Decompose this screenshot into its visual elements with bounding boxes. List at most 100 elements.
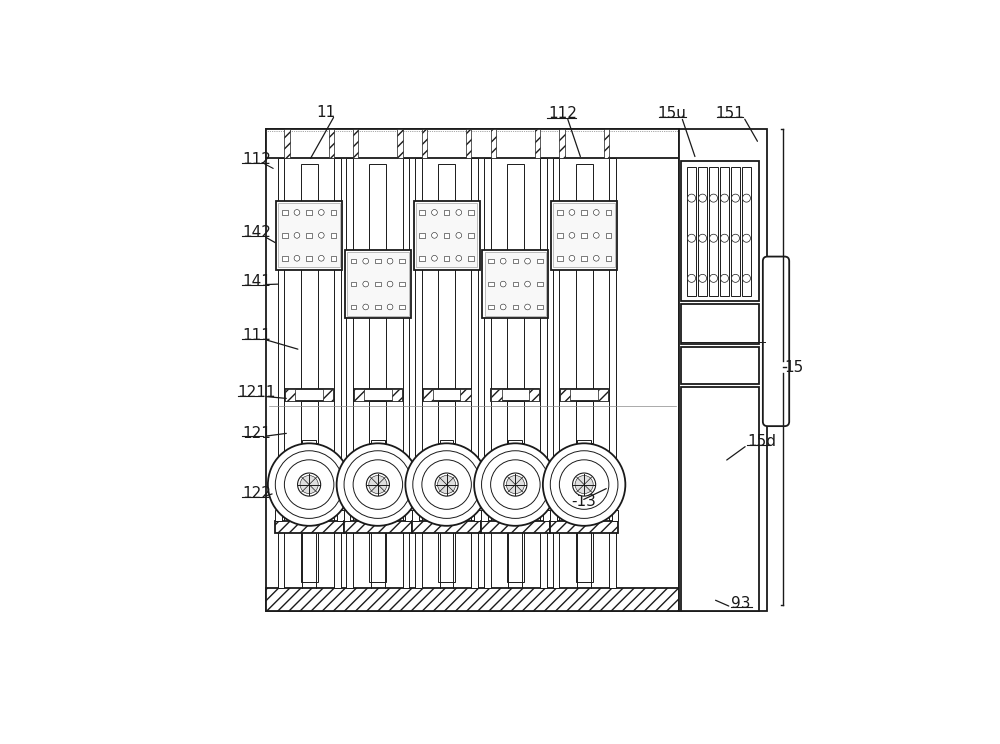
Bar — [314, 510, 321, 521]
Bar — [573, 510, 580, 521]
Bar — [550, 510, 557, 521]
Bar — [337, 510, 344, 521]
Bar — [606, 256, 611, 260]
Circle shape — [474, 443, 557, 526]
Bar — [606, 210, 611, 215]
Circle shape — [363, 258, 369, 264]
Text: 1211: 1211 — [238, 385, 276, 400]
Circle shape — [387, 304, 393, 310]
Bar — [275, 521, 344, 533]
Bar — [491, 389, 539, 402]
Circle shape — [710, 194, 718, 202]
Bar — [306, 210, 312, 215]
Bar — [302, 440, 316, 446]
Bar — [491, 389, 502, 402]
Bar — [559, 129, 565, 158]
Bar — [346, 158, 353, 588]
Bar — [609, 158, 616, 588]
Bar — [679, 129, 767, 611]
Bar — [481, 510, 488, 521]
Bar — [484, 158, 491, 588]
Bar — [285, 389, 295, 402]
Circle shape — [491, 460, 540, 510]
Circle shape — [504, 473, 527, 496]
Bar — [504, 510, 511, 521]
Bar — [423, 389, 433, 402]
Bar — [306, 256, 312, 260]
Circle shape — [710, 275, 718, 282]
Bar — [278, 158, 284, 588]
Bar — [399, 259, 405, 263]
Text: 112: 112 — [548, 106, 577, 121]
Bar — [535, 129, 540, 158]
Circle shape — [344, 451, 412, 519]
Bar — [405, 510, 412, 521]
Circle shape — [456, 255, 462, 261]
Bar — [351, 282, 356, 286]
Circle shape — [482, 451, 549, 519]
Bar — [540, 158, 547, 588]
Text: 141: 141 — [242, 274, 271, 289]
Bar — [298, 510, 305, 521]
Bar — [709, 167, 718, 295]
Bar — [471, 158, 478, 588]
Circle shape — [387, 258, 393, 264]
Bar — [285, 389, 333, 402]
Circle shape — [284, 460, 334, 510]
Circle shape — [575, 475, 593, 493]
Bar — [577, 440, 591, 446]
Bar — [468, 233, 474, 237]
Bar — [468, 256, 474, 260]
Bar — [331, 256, 336, 260]
Bar — [681, 387, 759, 611]
Bar — [397, 129, 403, 158]
Bar — [419, 210, 425, 215]
Bar — [537, 259, 543, 263]
Circle shape — [731, 234, 740, 243]
Circle shape — [435, 473, 458, 496]
Bar — [266, 588, 679, 611]
Circle shape — [294, 232, 300, 238]
Circle shape — [742, 234, 750, 243]
Circle shape — [593, 210, 599, 215]
Circle shape — [699, 194, 707, 202]
Bar — [369, 164, 386, 582]
Bar — [550, 521, 618, 533]
Circle shape — [268, 443, 350, 526]
Circle shape — [559, 460, 609, 510]
Bar — [345, 250, 411, 318]
Bar — [331, 210, 336, 215]
Bar — [416, 203, 477, 267]
Circle shape — [413, 451, 480, 519]
Circle shape — [438, 475, 456, 493]
Bar — [329, 129, 334, 158]
Bar — [553, 158, 559, 588]
Circle shape — [688, 275, 696, 282]
Circle shape — [688, 194, 696, 202]
Circle shape — [422, 460, 471, 510]
Bar — [560, 389, 570, 402]
Bar — [742, 167, 751, 295]
Bar — [444, 210, 449, 215]
Circle shape — [294, 210, 300, 215]
Bar — [488, 305, 494, 310]
Bar — [354, 389, 364, 402]
Bar — [491, 129, 496, 158]
Bar — [488, 282, 494, 286]
Bar — [576, 164, 593, 582]
Bar — [419, 233, 425, 237]
Bar — [306, 233, 312, 237]
Bar — [444, 256, 449, 260]
Bar — [485, 252, 546, 316]
Text: 111: 111 — [242, 328, 271, 343]
Bar — [282, 210, 288, 215]
Bar — [354, 389, 402, 402]
Bar — [323, 389, 333, 402]
Circle shape — [710, 234, 718, 243]
FancyBboxPatch shape — [763, 257, 789, 426]
Bar — [512, 259, 518, 263]
Circle shape — [456, 232, 462, 238]
Bar — [278, 203, 340, 267]
Circle shape — [742, 275, 750, 282]
Bar — [444, 233, 449, 237]
